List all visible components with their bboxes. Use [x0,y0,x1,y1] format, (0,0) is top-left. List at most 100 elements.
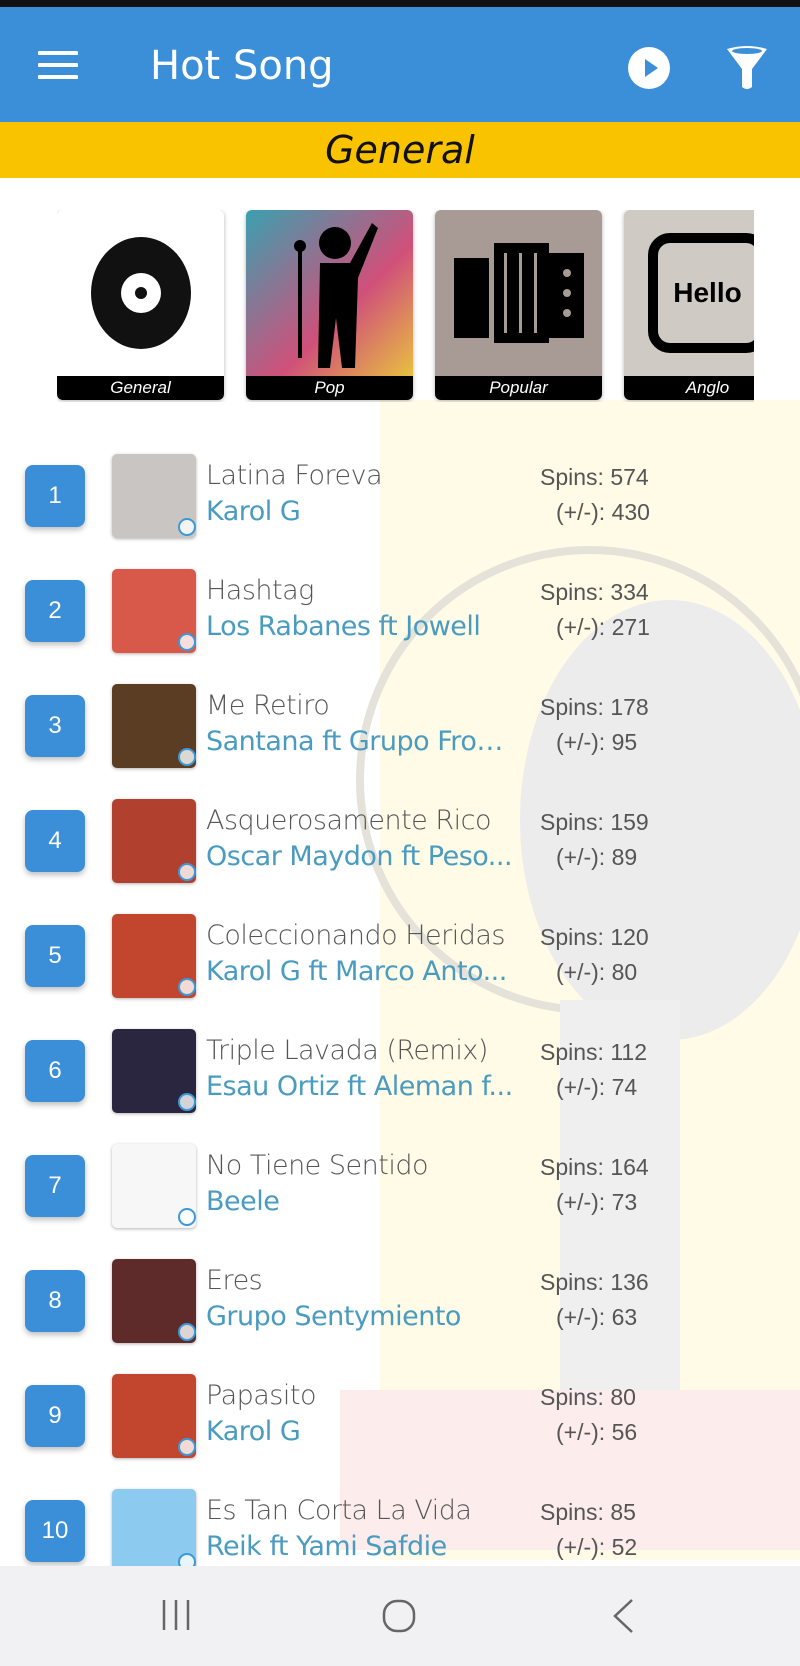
spins-count: Spins: 80 [540,1384,636,1410]
song-row[interactable]: 4 Asquerosamente Rico Oscar Maydon ft Pe… [0,791,800,891]
spins-change: (+/-): 80 [556,959,638,985]
spins-count: Spins: 159 [540,809,649,835]
rank-badge: 3 [25,695,85,757]
album-thumbnail[interactable] [112,1144,196,1228]
song-row[interactable]: 1 Latina Foreva Karol G Spins: 574 (+/-)… [0,446,800,546]
play-icon[interactable] [178,748,196,766]
album-thumbnail[interactable] [112,1259,196,1343]
song-title: Eres [206,1265,263,1296]
play-icon[interactable] [178,1438,196,1456]
singer-icon [293,223,378,368]
album-thumbnail[interactable] [112,684,196,768]
song-artist: Beele [206,1186,280,1217]
rank-badge: 5 [25,925,85,987]
hello-speech-icon: Hello [647,233,754,353]
category-label: Anglo [624,376,754,400]
category-label: Popular [435,376,602,400]
play-icon[interactable] [178,863,196,881]
song-title: Triple Lavada (Remix) [206,1035,488,1066]
song-title: Latina Foreva [206,460,383,491]
play-icon[interactable] [178,1093,196,1111]
play-icon[interactable] [178,1208,196,1226]
song-artist: Oscar Maydon ft Peso... [206,841,513,872]
song-row[interactable]: 10 Es Tan Corta La Vida Reik ft Yami Saf… [0,1481,800,1581]
song-title: Hashtag [206,575,314,606]
play-circle-icon[interactable] [628,47,670,89]
play-icon[interactable] [178,1323,196,1341]
back-icon[interactable] [610,1598,636,1634]
spins-change: (+/-): 63 [556,1304,638,1330]
spins-change: (+/-): 271 [556,614,650,640]
song-row[interactable]: 2 Hashtag Los Rabanes ft Jowell Spins: 3… [0,561,800,661]
song-title: Papasito [206,1380,316,1411]
song-row[interactable]: 6 Triple Lavada (Remix) Esau Ortiz ft Al… [0,1021,800,1121]
filter-icon[interactable] [725,45,769,91]
album-thumbnail[interactable] [112,799,196,883]
category-label: General [57,376,224,400]
spins-change: (+/-): 52 [556,1534,638,1560]
play-icon[interactable] [178,978,196,996]
genre-banner: General [0,122,800,178]
song-row[interactable]: 5 Coleccionando Heridas Karol G ft Marco… [0,906,800,1006]
spins-count: Spins: 334 [540,579,649,605]
category-label: Pop [246,376,413,400]
rank-badge: 2 [25,580,85,642]
song-artist: Los Rabanes ft Jowell [206,611,481,642]
song-row[interactable]: 8 Eres Grupo Sentymiento Spins: 136 (+/-… [0,1251,800,1351]
spins-count: Spins: 178 [540,694,649,720]
song-title: Asquerosamente Rico [206,805,491,836]
spins-change: (+/-): 430 [556,499,650,525]
accordion-icon [453,243,584,343]
spins-count: Spins: 85 [540,1499,636,1525]
song-title: Coleccionando Heridas [206,920,505,951]
spins-count: Spins: 574 [540,464,649,490]
hamburger-icon[interactable] [38,51,78,79]
rank-badge: 9 [25,1385,85,1447]
song-row[interactable]: 3 Me Retiro Santana ft Grupo Front... Sp… [0,676,800,776]
song-row[interactable]: 9 Papasito Karol G Spins: 80 (+/-): 56 [0,1366,800,1466]
song-artist: Esau Ortiz ft Aleman f... [206,1071,513,1102]
category-card-pop[interactable]: Pop [246,210,413,400]
category-card-popular[interactable]: Popular [435,210,602,400]
play-icon[interactable] [178,633,196,651]
spins-change: (+/-): 73 [556,1189,638,1215]
vinyl-record-icon [90,237,191,349]
song-artist: Reik ft Yami Safdie [206,1531,447,1562]
song-row[interactable]: 7 No Tiene Sentido Beele Spins: 164 (+/-… [0,1136,800,1236]
song-artist: Santana ft Grupo Front... [206,726,516,757]
rank-badge: 8 [25,1270,85,1332]
spins-count: Spins: 112 [540,1039,647,1065]
spins-count: Spins: 136 [540,1269,649,1295]
app-bar: Hot Song [0,7,800,122]
album-thumbnail[interactable] [112,1029,196,1113]
rank-badge: 1 [25,465,85,527]
category-carousel[interactable]: General Pop Popular Hello Anglo [57,210,754,402]
album-thumbnail[interactable] [112,454,196,538]
album-thumbnail[interactable] [112,1374,196,1458]
album-thumbnail[interactable] [112,1489,196,1573]
song-artist: Karol G [206,1416,301,1447]
spins-change: (+/-): 74 [556,1074,638,1100]
song-artist: Karol G [206,496,301,527]
song-title: Me Retiro [206,690,330,721]
play-icon[interactable] [178,518,196,536]
category-card-anglo[interactable]: Hello Anglo [624,210,754,400]
app-title: Hot Song [150,43,334,89]
song-artist: Grupo Sentymiento [206,1301,461,1332]
category-card-general[interactable]: General [57,210,224,400]
recents-icon[interactable] [158,1598,194,1632]
rank-badge: 6 [25,1040,85,1102]
rank-badge: 4 [25,810,85,872]
rank-badge: 7 [25,1155,85,1217]
song-artist: Karol G ft Marco Anto... [206,956,507,987]
album-thumbnail[interactable] [112,569,196,653]
spins-change: (+/-): 95 [556,729,638,755]
spins-count: Spins: 120 [540,924,649,950]
album-thumbnail[interactable] [112,914,196,998]
song-title: No Tiene Sentido [206,1150,428,1181]
system-nav-bar [0,1566,800,1666]
rank-badge: 10 [25,1500,85,1562]
status-bar [0,0,800,7]
home-icon[interactable] [381,1598,417,1634]
spins-change: (+/-): 89 [556,844,638,870]
